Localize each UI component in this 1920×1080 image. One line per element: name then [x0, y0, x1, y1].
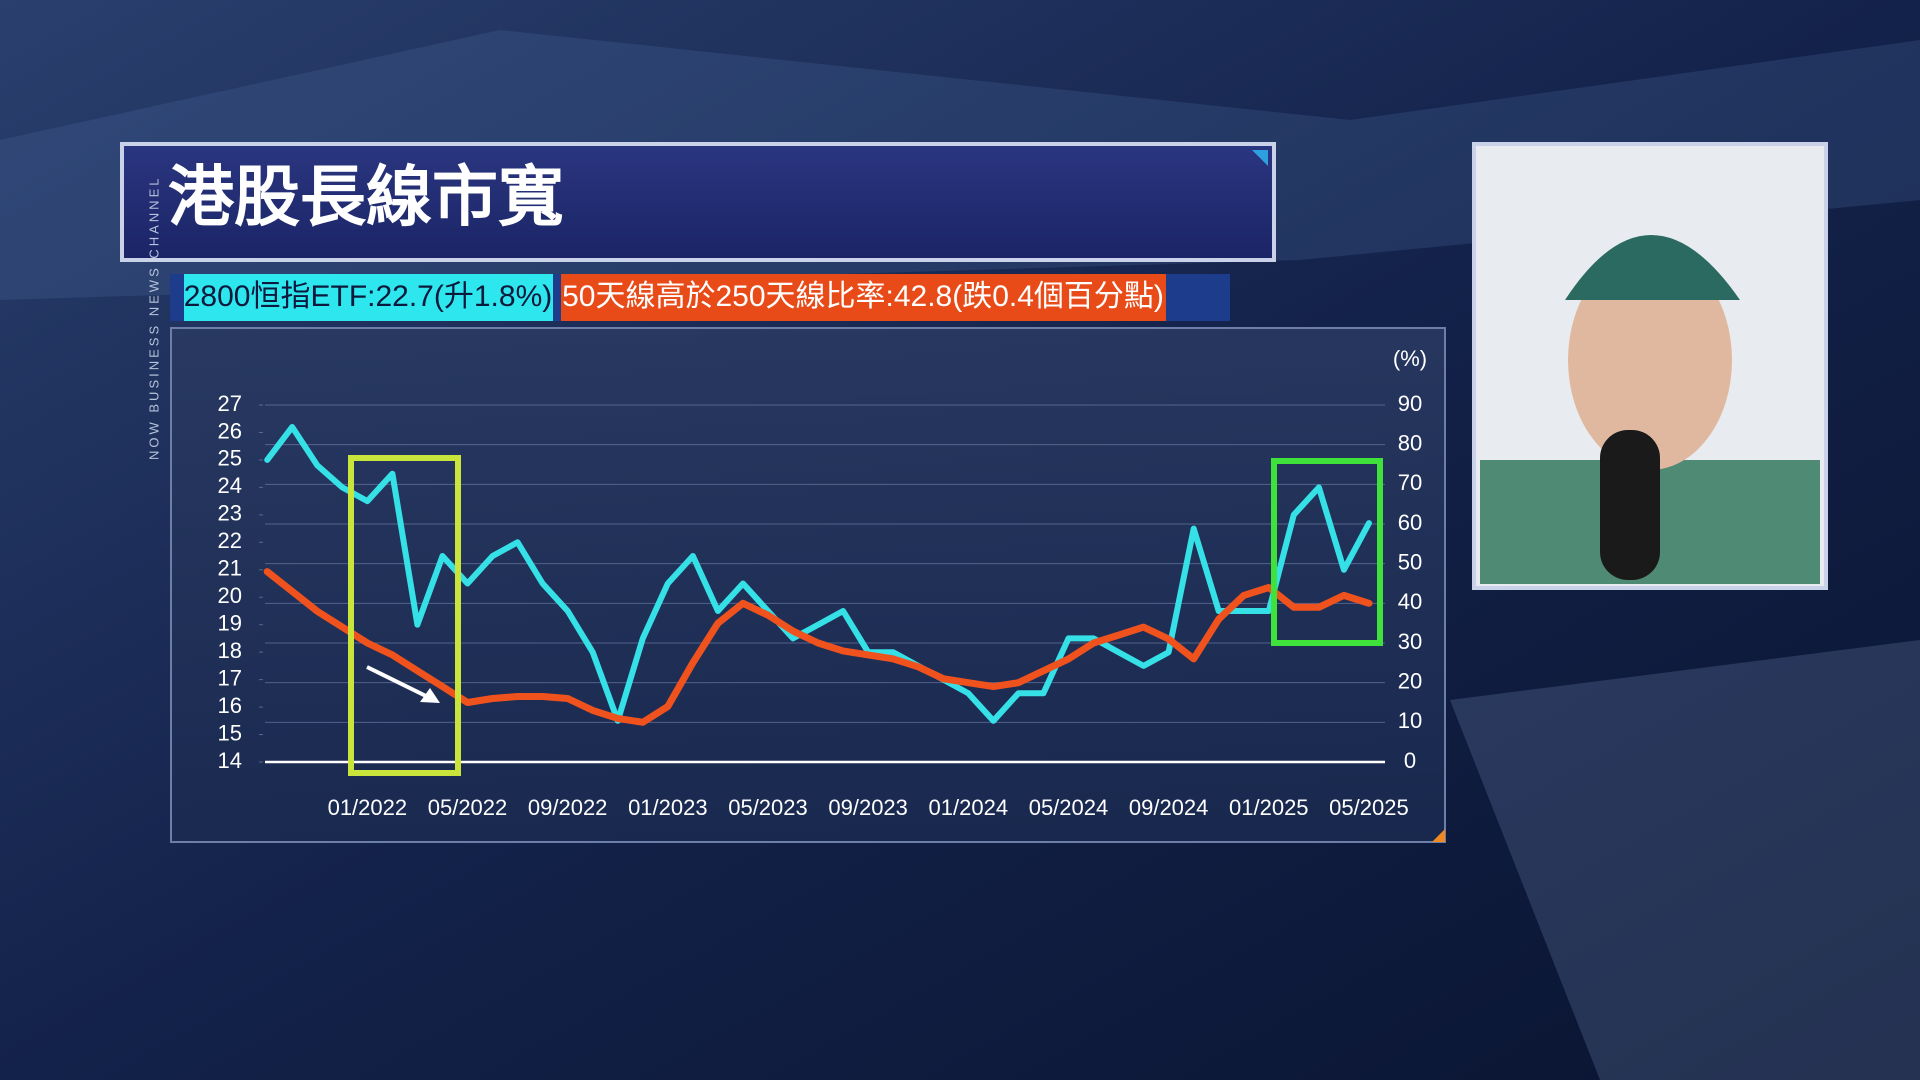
y2-tick-label: 50: [1398, 549, 1422, 574]
highlight-box: [1271, 458, 1383, 646]
x-tick-label: 05/2024: [1029, 795, 1109, 820]
highlight-box: [348, 455, 461, 776]
plot: 0102030405060708090141516171819202122232…: [218, 391, 1423, 820]
corner-mark: [1432, 829, 1445, 842]
y-tick-label: 22: [218, 528, 242, 553]
arrow: [366, 665, 431, 700]
x-tick-label: 01/2025: [1229, 795, 1309, 820]
y-tick-label: 27: [218, 391, 242, 416]
y-tick-label: 15: [218, 720, 242, 745]
x-tick-label: 05/2023: [728, 795, 808, 820]
y2-tick-label: 90: [1398, 391, 1422, 416]
y2-tick-label: 80: [1398, 430, 1422, 455]
y-tick-label: 23: [218, 501, 242, 526]
y2-tick-label: 70: [1398, 470, 1422, 495]
y-tick-label: 19: [218, 611, 242, 636]
title-bar: [120, 142, 1276, 262]
arrow-head: [420, 688, 440, 703]
title: 港股長線市寬: [168, 159, 564, 233]
x-tick-label: 09/2024: [1129, 795, 1209, 820]
x-tick-label: 01/2024: [929, 795, 1009, 820]
y-tick-label: 25: [218, 446, 242, 471]
x-tick-label: 09/2023: [828, 795, 908, 820]
y2-tick-label: 30: [1398, 629, 1422, 654]
series-line: [263, 568, 1373, 726]
x-tick-label: 01/2023: [628, 795, 708, 820]
webcam-person-cap: [1565, 235, 1740, 300]
y-tick-label: 26: [218, 418, 242, 443]
x-tick-label: 01/2022: [328, 795, 408, 820]
y-tick-label: 16: [218, 693, 242, 718]
y2-tick-label: 40: [1398, 589, 1422, 614]
corner-mark: [1252, 150, 1268, 166]
subtitle-right: 50天線高於250天線比率:42.8(跌0.4個百分點): [562, 280, 1164, 313]
subtitle-right-box: [561, 274, 1166, 321]
x-tick-label: 05/2025: [1329, 795, 1409, 820]
y-tick-label: 17: [218, 665, 242, 690]
x-tick-label: 09/2022: [528, 795, 608, 820]
webcam-microphone: [1600, 430, 1660, 580]
y-tick-label: 21: [218, 556, 242, 581]
y2-tick-label: 10: [1398, 708, 1422, 733]
chart-panel: [170, 327, 1446, 843]
y2-tick-label: 20: [1398, 668, 1422, 693]
subtitle-left-box: [184, 274, 553, 321]
backdrop-shape: [1450, 640, 1920, 1080]
series-line: [264, 424, 1372, 724]
y-tick-label: 24: [218, 473, 242, 498]
channel-label: NOW BUSINESS NEWS CHANNEL: [146, 176, 161, 460]
y2-tick-label: 60: [1398, 510, 1422, 535]
y2-tick-label: 0: [1404, 748, 1416, 773]
y2-axis-label: (%): [1393, 346, 1427, 371]
y-tick-label: 20: [218, 583, 242, 608]
webcam-person-face: [1568, 250, 1732, 470]
y-tick-label: 14: [218, 748, 242, 773]
y-tick-label: 18: [218, 638, 242, 663]
x-tick-label: 05/2022: [428, 795, 508, 820]
subtitle-left: 2800恒指ETF:22.7(升1.8%): [184, 280, 552, 313]
